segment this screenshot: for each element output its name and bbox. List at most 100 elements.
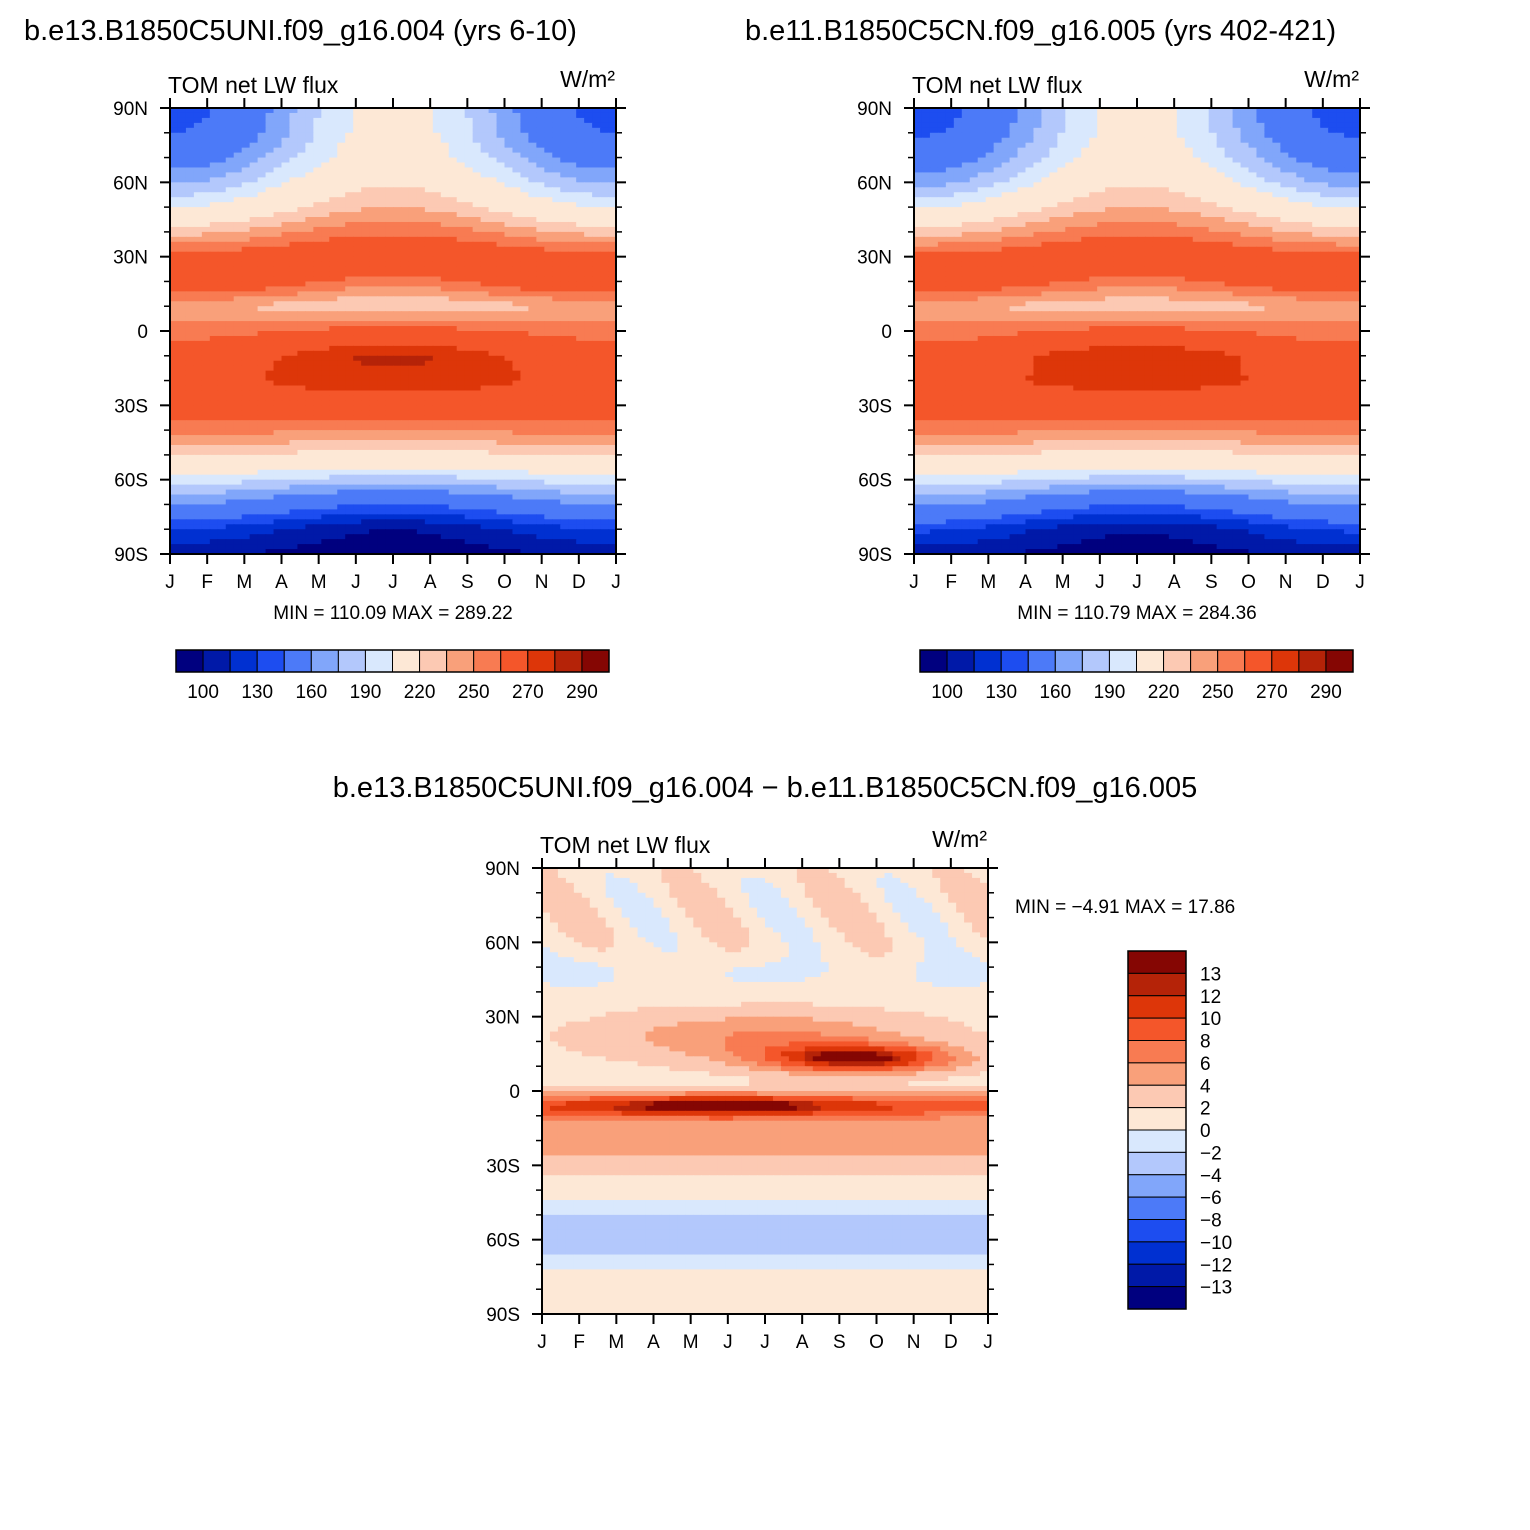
contour-cell [305, 261, 314, 268]
contour-cell [528, 534, 537, 540]
contour-cell [361, 331, 370, 337]
contour-cell [592, 326, 601, 332]
contour-cell [464, 296, 474, 302]
contour-cell [177, 365, 187, 372]
contour-cell [480, 405, 490, 411]
contour-cell [504, 212, 514, 218]
contour-cell [257, 345, 267, 352]
contour-cell [568, 539, 577, 545]
contour-cell [297, 345, 306, 352]
contour-cell [249, 321, 259, 327]
contour-cell [440, 430, 450, 436]
contour-cell [608, 276, 616, 283]
contour-cell [297, 117, 306, 124]
contour-cell [408, 410, 418, 416]
contour-cell [464, 514, 474, 520]
contour-cell [448, 395, 458, 401]
contour-cell [440, 415, 450, 421]
contour-cell [536, 226, 545, 233]
contour-cell [225, 395, 235, 401]
contour-cell [424, 142, 434, 149]
contour-cell [337, 147, 346, 154]
contour-cell [225, 207, 235, 213]
contour-cell [440, 217, 450, 223]
contour-cell [369, 167, 378, 174]
contour-cell [480, 202, 490, 208]
contour-cell [193, 117, 203, 124]
contour-cell [560, 261, 569, 268]
contour-cell [393, 395, 402, 401]
contour-cell [480, 430, 490, 436]
contour-cell [289, 192, 299, 198]
contour-cell [265, 474, 275, 481]
contour-cell [369, 112, 378, 119]
contour-cell [480, 326, 490, 332]
contour-cell [233, 499, 243, 506]
contour-cell [321, 400, 330, 406]
contour-cell [193, 291, 203, 297]
contour-cell [552, 167, 561, 174]
contour-cell [424, 311, 434, 317]
contour-cell [520, 321, 529, 327]
contour-cell [560, 246, 569, 253]
contour-cell [584, 276, 593, 283]
contour-cell [400, 400, 410, 406]
contour-cell [536, 331, 545, 337]
contour-cell [217, 504, 227, 510]
contour-cell [265, 167, 275, 174]
contour-cell [305, 504, 314, 510]
contour-cell [170, 415, 179, 421]
contour-cell [560, 449, 569, 456]
contour-cell [584, 340, 593, 347]
contour-cell [408, 449, 418, 456]
contour-cell [393, 281, 402, 287]
contour-cell [400, 147, 410, 154]
contour-cell [249, 410, 259, 416]
contour-cell [241, 236, 251, 243]
contour-cell [297, 217, 306, 223]
contour-cell [361, 306, 370, 312]
contour-cell [568, 276, 577, 283]
contour-cell [225, 122, 235, 129]
contour-cell [480, 251, 490, 258]
contour-cell [321, 370, 330, 377]
contour-cell [209, 454, 219, 461]
contour-cell [568, 221, 577, 228]
contour-cell [520, 395, 529, 401]
contour-cell [193, 544, 203, 550]
contour-cell [217, 415, 227, 421]
contour-cell [233, 534, 243, 540]
contour-cell [472, 122, 482, 129]
contour-cell [305, 226, 314, 233]
contour-cell [177, 207, 187, 213]
contour-cell [440, 241, 450, 248]
contour-cell [472, 202, 482, 208]
contour-cell [496, 276, 506, 283]
contour-cell [480, 524, 490, 530]
contour-cell [520, 316, 529, 322]
contour-cell [592, 529, 601, 535]
contour-cell [289, 529, 299, 535]
contour-cell [552, 360, 561, 367]
contour-cell [170, 484, 179, 491]
contour-cell [456, 326, 466, 332]
contour-cell [504, 345, 514, 352]
contour-cell [201, 539, 211, 545]
contour-cell [353, 212, 362, 218]
contour-cell [592, 231, 601, 238]
contour-cell [560, 544, 569, 550]
contour-cell [432, 246, 442, 253]
contour-cell [297, 390, 306, 397]
contour-cell [345, 534, 354, 540]
contour-cell [440, 499, 450, 506]
contour-cell [408, 241, 418, 248]
contour-cell [560, 311, 569, 317]
contour-cell [385, 494, 394, 501]
contour-cell [608, 400, 616, 406]
contour-cell [520, 494, 529, 501]
contour-cell [408, 375, 418, 382]
contour-cell [353, 390, 362, 397]
contour-cell [257, 415, 267, 421]
contour-cell [321, 459, 330, 466]
contour-cell [488, 504, 498, 510]
